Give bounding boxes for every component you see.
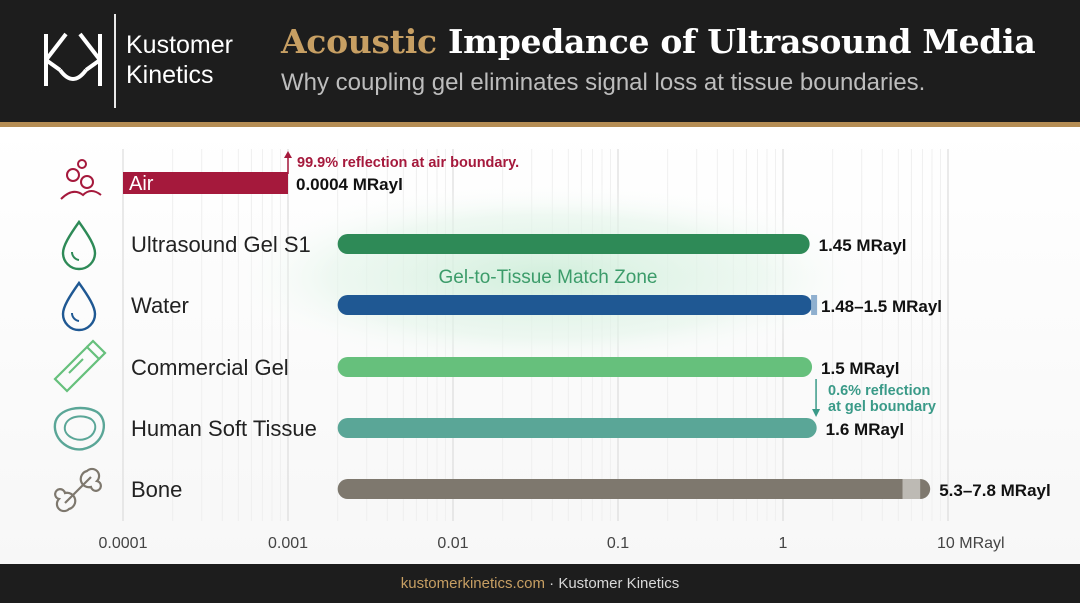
category-label: Ultrasound Gel S1	[131, 232, 311, 257]
chart-area: 0.0001 0.001 0.01 0.1 1 10 MRayl Air 0.0004 MRa…	[0, 127, 1080, 564]
tissue-outer-icon	[53, 406, 106, 451]
tube-line-icon	[68, 358, 84, 374]
x-tick-label: 10 MRayl	[937, 535, 1005, 552]
bubble-icon	[77, 159, 87, 169]
footer: kustomerkinetics.com · Kustomer Kinetics	[0, 564, 1080, 603]
x-tick-label: 0.1	[607, 535, 629, 552]
tube-body-icon	[53, 345, 101, 393]
bar-human-soft-tissue	[337, 418, 817, 438]
category-label: Water	[131, 293, 189, 318]
category-label: Bone	[131, 477, 182, 502]
logo-divider	[114, 14, 116, 108]
impedance-chart: 0.0001 0.001 0.01 0.1 1 10 MRayl Air 0.0004 MRa…	[53, 149, 1051, 552]
header-banner: Kustomer Kinetics Acoustic Impedance of …	[0, 0, 1080, 124]
tube-icon	[53, 339, 107, 393]
brand-name: Kustomer Kinetics	[126, 30, 233, 90]
tube-cap-icon	[86, 339, 107, 360]
page-title: Acoustic Impedance of Ultrasound Media	[281, 22, 1036, 61]
brand-name-line1: Kustomer	[126, 31, 233, 59]
category-label: Commercial Gel	[131, 355, 289, 380]
gel-arrow-head	[812, 409, 821, 417]
match-zone-label: Gel-to-Tissue Match Zone	[439, 267, 658, 288]
bar-air	[123, 172, 288, 194]
category-label: Human Soft Tissue	[131, 416, 317, 441]
droplet-icon	[61, 219, 97, 271]
air-reflection-note: 99.9% reflection at air boundary.	[297, 155, 519, 171]
bubble-icon	[80, 175, 94, 189]
value-label: 1.6 MRayl	[826, 420, 904, 439]
gel-reflection-note-line2: at gel boundary	[828, 399, 936, 415]
title-accent: Acoustic	[281, 22, 437, 61]
x-tick-label: 1	[779, 535, 788, 552]
value-label: 5.3–7.8 MRayl	[939, 481, 1051, 500]
footer-company: Kustomer Kinetics	[558, 575, 680, 592]
match-zone-highlight	[217, 182, 877, 372]
droplet-shine-icon	[70, 251, 80, 261]
bone-icon	[54, 467, 102, 513]
value-label: 1.48–1.5 MRayl	[821, 297, 942, 316]
bone-shape-icon	[54, 467, 102, 513]
page-subtitle: Why coupling gel eliminates signal loss …	[281, 69, 926, 96]
title-rest: Impedance of Ultrasound Media	[447, 22, 1036, 61]
x-tick-label: 0.0001	[99, 535, 148, 552]
bubbles-icon	[60, 159, 102, 200]
footer-site[interactable]: kustomerkinetics.com	[400, 575, 545, 592]
brand-name-line2: Kinetics	[126, 61, 214, 89]
value-label: 1.45 MRayl	[819, 236, 907, 255]
air-arrow-head	[284, 151, 292, 158]
droplet-outline-icon	[61, 219, 97, 271]
header-divider	[0, 122, 1080, 127]
droplet-shine-icon	[70, 312, 80, 322]
x-tick-label: 0.001	[268, 535, 308, 552]
value-label: 0.0004 MRayl	[296, 175, 403, 194]
value-label: 1.5 MRayl	[821, 359, 899, 378]
footer-separator: ·	[549, 575, 555, 592]
droplet-icon	[61, 280, 97, 332]
x-tick-label: 0.01	[437, 535, 468, 552]
bubble-base-icon	[60, 190, 102, 200]
bar-ultrasound-gel-s-	[337, 234, 810, 254]
gel-reflection-note-line1: 0.6% reflection	[828, 383, 930, 399]
bubble-icon	[66, 168, 80, 182]
tissue-inner-icon	[63, 415, 97, 441]
category-label: Air	[129, 173, 154, 195]
range-segment	[902, 479, 921, 499]
tissue-icon	[53, 406, 106, 451]
brand-logo-icon	[44, 32, 102, 86]
bar-commercial-gel	[337, 357, 813, 377]
bar-bone	[337, 479, 931, 499]
range-segment	[811, 295, 818, 315]
droplet-outline-icon	[61, 280, 97, 332]
bar-water	[337, 295, 813, 315]
